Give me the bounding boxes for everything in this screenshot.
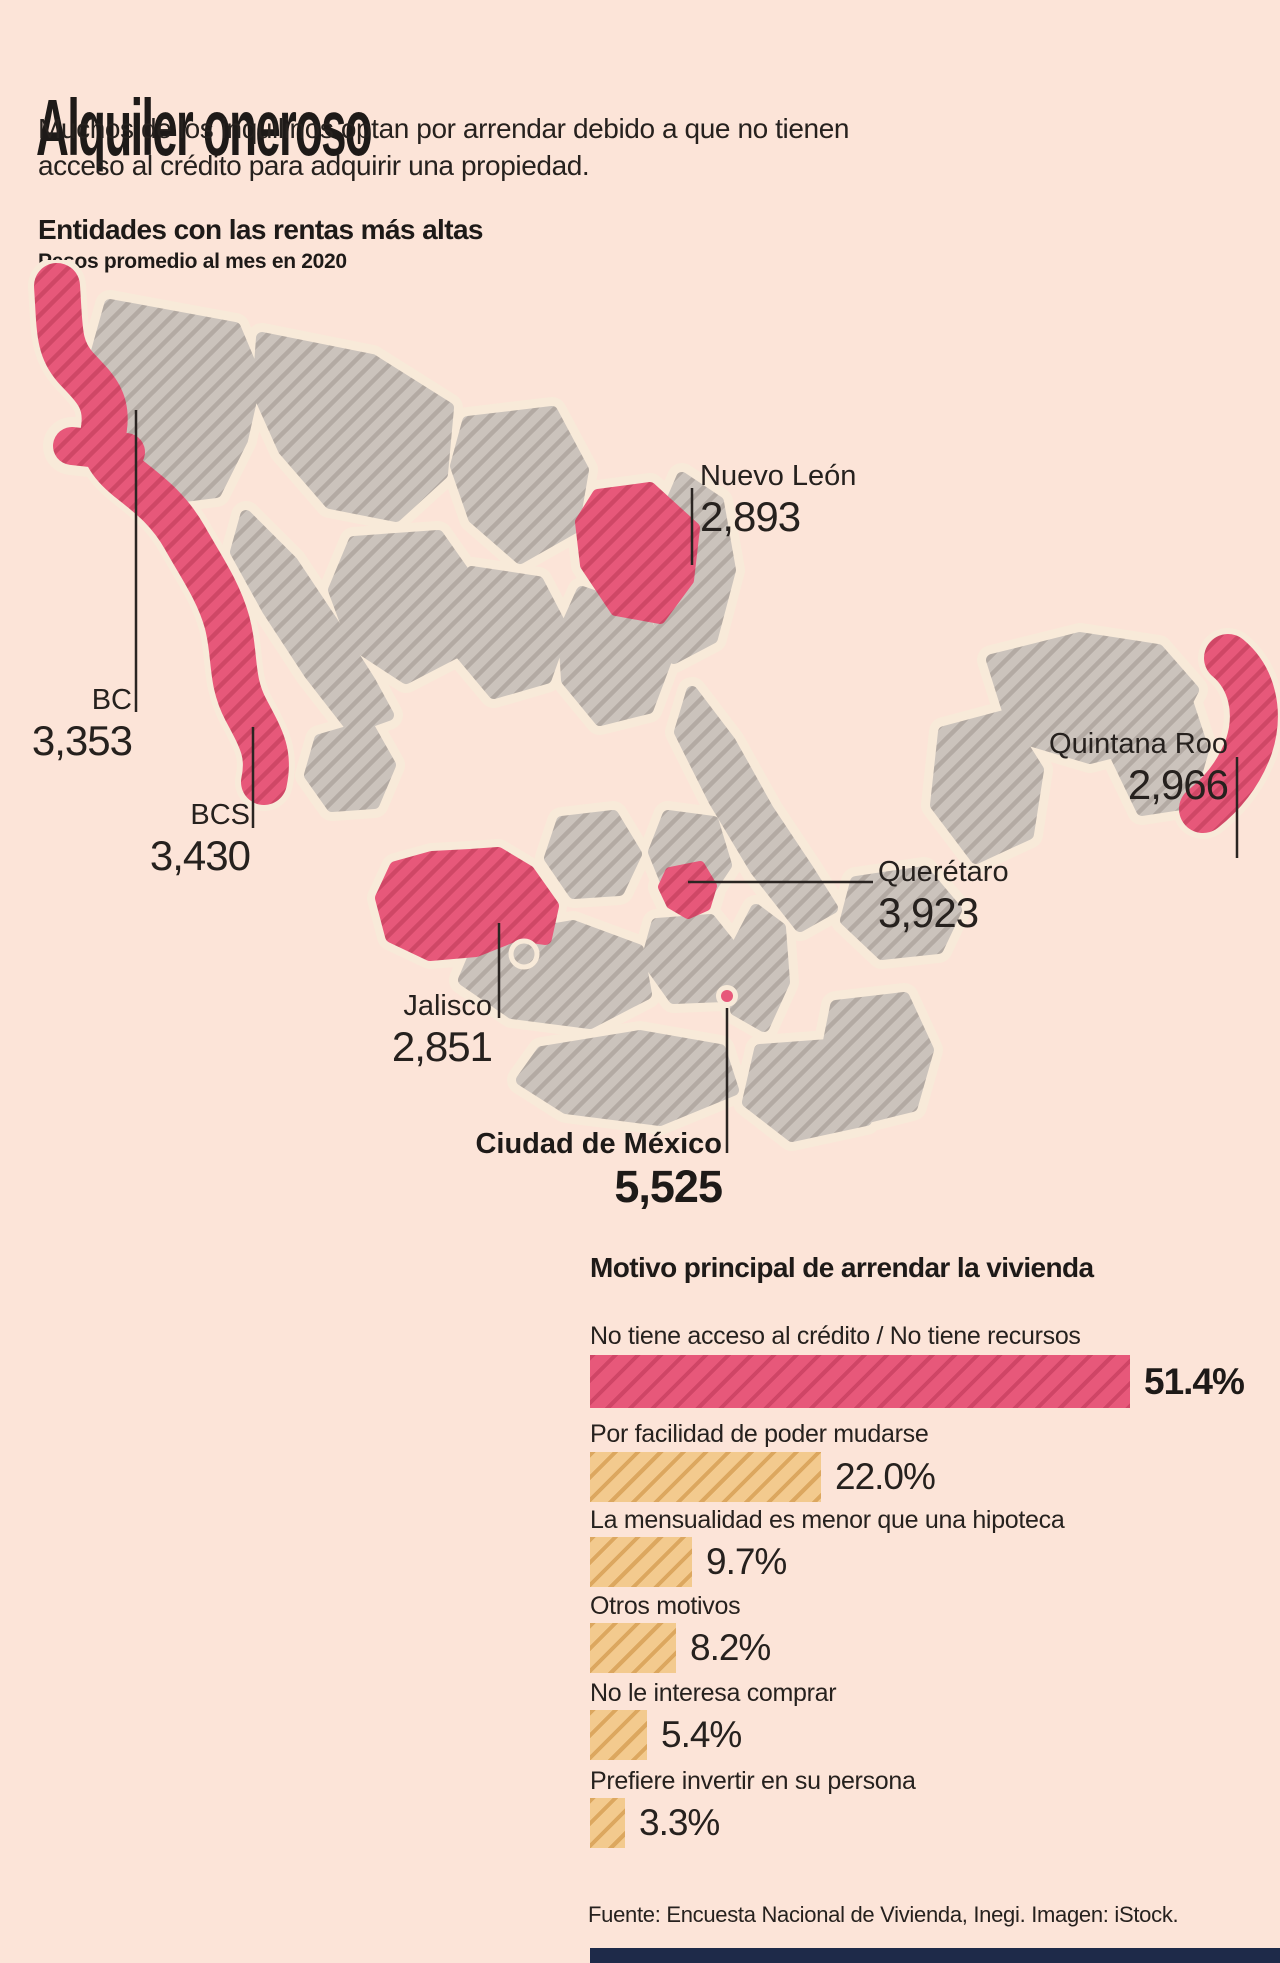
state-label-queretaro: Querétaro 3,923 (878, 856, 1009, 936)
state-veracruz (674, 686, 838, 932)
state-chihuahua (252, 332, 454, 522)
state-value: 3,923 (878, 888, 979, 936)
state-value: 3,430 (149, 831, 251, 879)
state-coahuila (450, 406, 589, 564)
state-tabasco (840, 866, 962, 960)
footer-bar (590, 1948, 1280, 1963)
state-name: BC (91, 684, 132, 716)
bar-row: 22.0% (590, 1452, 936, 1502)
bar (590, 1623, 676, 1673)
state-chiapas (818, 992, 934, 1126)
bar-row: 9.7% (590, 1537, 787, 1587)
bar-label: La mensualidad es menor que una hipoteca (590, 1506, 1065, 1534)
state-value: 2,851 (391, 1022, 493, 1070)
state-nuevo-leon (575, 482, 700, 624)
state-label-cdmx: Ciudad de México 5,525 (475, 1128, 723, 1212)
chart-title: Motivo principal de arrendar la vivienda (590, 1252, 1094, 1283)
bar (590, 1537, 692, 1587)
state-nayarit (304, 720, 396, 812)
bar-label: No tiene acceso al crédito / No tiene re… (590, 1322, 1081, 1350)
subtitle-line-2: acceso al crédito para adquirir una prop… (38, 150, 590, 181)
state-quintana-roo (1179, 634, 1278, 833)
bar-value: 3.3% (639, 1802, 720, 1843)
bar-label: Otros motivos (590, 1592, 741, 1620)
bar-label: No le interesa comprar (590, 1679, 837, 1707)
bar-row: 3.3% (590, 1798, 720, 1848)
state-baja-california-elbow (53, 427, 145, 471)
state-label-bcs: BCS 3,430 (149, 799, 251, 879)
state-name: BCS (190, 799, 250, 831)
bar-row: 5.4% (590, 1710, 742, 1760)
bar-value: 8.2% (690, 1627, 771, 1668)
state-name: Ciudad de México (475, 1128, 722, 1160)
map-heading: Entidades con las rentas más altas (38, 214, 484, 245)
bar-value: 5.4% (661, 1714, 742, 1755)
bar (590, 1452, 821, 1502)
state-name: Jalisco (403, 990, 492, 1022)
state-name: Quintana Roo (1049, 728, 1228, 760)
state-puebla (726, 904, 790, 1032)
bar-value: 22.0% (835, 1456, 936, 1497)
subtitle-line-1: Muchos de los inquilinos optan por arren… (38, 113, 850, 144)
state-value: 2,893 (700, 492, 801, 540)
source-note: Fuente: Encuesta Nacional de Vivienda, I… (588, 1902, 1179, 1927)
states-highlighted (34, 263, 1278, 970)
state-guerrero (516, 1030, 739, 1126)
bar-value: 9.7% (706, 1541, 787, 1582)
page-title: Alquiler oneroso (36, 82, 373, 172)
state-value: 2,966 (1127, 760, 1229, 808)
mexico-map (28, 260, 1280, 1153)
map-subheading: Pesos promedio al mes en 2020 (38, 250, 347, 273)
state-zacatecas (446, 566, 569, 699)
state-baja-california (34, 263, 289, 805)
state-jalisco (375, 847, 559, 961)
bar (590, 1798, 625, 1848)
state-label-nuevo-leon: Nuevo León 2,893 (700, 460, 857, 540)
page-subtitle: Muchos de los inquilinos optan por arren… (38, 110, 849, 184)
bar (590, 1710, 647, 1760)
bar (590, 1355, 1130, 1408)
state-label-quintana-roo: Quintana Roo 2,966 (1049, 728, 1229, 808)
bar-label: Prefiere invertir en su persona (590, 1767, 916, 1795)
bar-row: 51.4% (590, 1355, 1245, 1408)
state-queretaro (658, 861, 717, 919)
state-guanajuato (544, 810, 642, 899)
state-name: Nuevo León (700, 460, 857, 492)
state-value: 5,525 (614, 1160, 723, 1212)
state-label-jalisco: Jalisco 2,851 (391, 990, 493, 1070)
bar-value: 51.4% (1144, 1360, 1245, 1402)
state-label-bc: BC 3,353 (31, 684, 133, 764)
cdmx-dot (716, 985, 738, 1007)
leader-lines (134, 410, 1239, 1153)
bar-row: 8.2% (590, 1623, 771, 1673)
state-name: Querétaro (878, 856, 1009, 888)
state-value: 3,353 (31, 716, 133, 764)
states-default (90, 299, 1209, 1142)
state-durango (328, 530, 482, 684)
bar-label: Por facilidad de poder mudarse (590, 1420, 929, 1448)
state-aguascalientes (508, 938, 540, 970)
